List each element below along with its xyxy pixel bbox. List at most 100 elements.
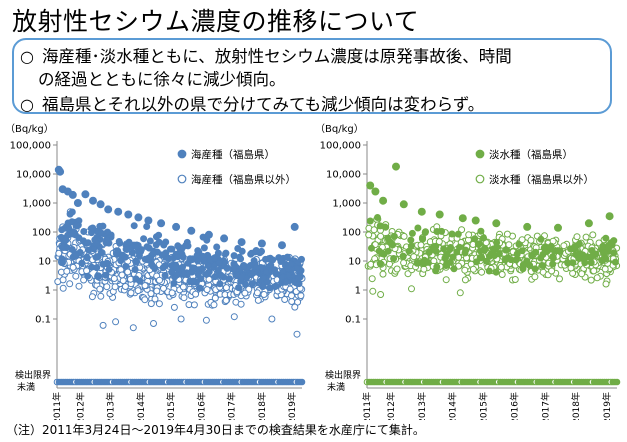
data-point	[414, 224, 422, 232]
data-point	[174, 253, 182, 261]
data-point	[417, 207, 426, 216]
data-point	[485, 267, 493, 275]
data-point	[121, 283, 129, 290]
data-point	[447, 244, 455, 251]
x-tick-label: 2017年	[539, 392, 551, 420]
data-point	[68, 218, 76, 226]
data-point	[237, 238, 246, 247]
x-tick-label: 2012年	[385, 392, 397, 420]
data-point	[282, 278, 290, 286]
data-point	[143, 243, 151, 251]
data-point	[277, 258, 285, 265]
data-point	[291, 303, 299, 311]
data-point	[493, 239, 501, 246]
freshwater-species-plot: （Bq/kg） 100,000 10,000 1,000 100 10 1 0.1 検出限界未満…	[315, 123, 621, 424]
data-point	[119, 277, 127, 285]
data-point	[105, 265, 113, 273]
data-point	[168, 289, 176, 297]
data-point	[192, 290, 200, 298]
data-point	[66, 280, 74, 288]
data-point	[598, 256, 606, 264]
data-point	[220, 234, 229, 243]
data-point	[92, 253, 100, 261]
data-point	[186, 255, 194, 263]
data-point	[141, 282, 149, 290]
data-point	[172, 222, 181, 231]
data-point	[435, 210, 444, 219]
data-point	[213, 243, 221, 251]
x-tick-label: 2013年	[416, 392, 428, 420]
summary-point-1-continued: の経過とともに徐々に減少傾向。	[38, 70, 286, 89]
data-point	[440, 245, 448, 253]
data-point	[540, 244, 548, 252]
data-point	[507, 256, 515, 264]
y-tick-label: 0.1	[345, 315, 361, 326]
data-point	[399, 252, 407, 260]
x-tick-label: 2013年	[105, 392, 117, 420]
data-point	[498, 271, 506, 278]
data-point	[288, 298, 296, 305]
data-point	[393, 265, 401, 273]
data-point	[180, 294, 188, 302]
data-point	[473, 258, 480, 266]
data-point	[247, 250, 255, 258]
data-point	[286, 285, 294, 293]
data-point	[200, 244, 208, 252]
data-point	[526, 262, 534, 269]
data-point	[539, 251, 547, 258]
data-point	[284, 264, 292, 272]
data-point	[253, 289, 261, 297]
data-point	[378, 250, 386, 257]
data-point	[584, 219, 593, 228]
data-point	[298, 255, 305, 263]
data-point	[196, 284, 204, 292]
data-point	[589, 231, 597, 239]
data-point	[567, 245, 574, 253]
data-point	[537, 235, 545, 243]
data-point	[104, 228, 111, 236]
data-point	[279, 268, 287, 275]
data-point	[114, 207, 123, 216]
data-point	[157, 219, 166, 228]
data-point	[469, 265, 477, 273]
data-point	[405, 247, 413, 255]
data-point	[390, 255, 398, 262]
data-point	[68, 190, 77, 199]
data-point	[179, 283, 187, 291]
data-point	[204, 230, 213, 239]
legend-marker	[177, 149, 187, 159]
data-point	[69, 263, 77, 271]
summary-point-2-text: 福島県とそれ以外の県で分けてみても減少傾向は変わらず。	[42, 95, 485, 114]
data-point	[240, 262, 248, 270]
data-point	[421, 229, 429, 236]
data-point	[283, 253, 291, 261]
y-tick-label: 1	[355, 286, 361, 297]
data-point	[485, 252, 493, 260]
summary-box: ○ 海産種･淡水種ともに、放射性セシウム濃度は原発事故後、時間 の経過とともに徐々…	[12, 38, 612, 114]
data-point	[226, 275, 234, 283]
data-point	[130, 222, 138, 230]
data-point	[478, 268, 486, 276]
below-detection-label: 検出限界	[325, 369, 361, 381]
x-tick-label: 2016年	[195, 392, 207, 420]
data-point	[238, 272, 246, 280]
data-point	[73, 199, 82, 207]
data-point	[366, 181, 375, 190]
data-point	[72, 222, 80, 230]
data-point	[290, 277, 297, 285]
data-point	[150, 320, 157, 327]
data-point	[456, 243, 463, 251]
data-point	[97, 292, 105, 300]
data-point	[432, 267, 440, 275]
data-point	[147, 300, 155, 308]
x-tick-label: 2017年	[226, 392, 238, 420]
data-point	[602, 280, 610, 288]
data-point	[97, 229, 105, 237]
data-point	[476, 240, 483, 248]
data-point	[215, 259, 223, 267]
data-point	[210, 301, 218, 309]
data-point	[158, 251, 166, 259]
data-point	[55, 249, 63, 257]
data-point	[78, 259, 86, 267]
data-point	[99, 260, 107, 268]
